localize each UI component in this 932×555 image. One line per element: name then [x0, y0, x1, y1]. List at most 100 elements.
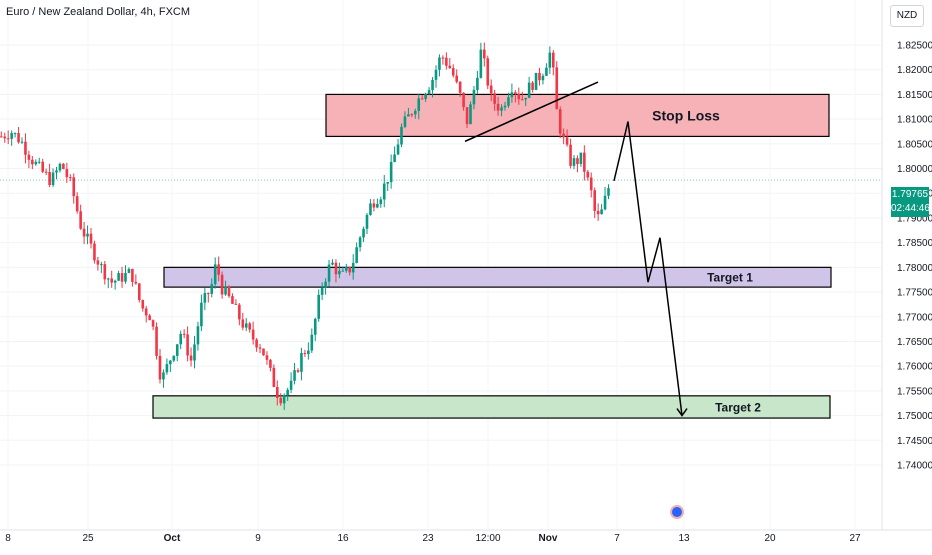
candle-body	[341, 270, 345, 272]
currency-badge[interactable]: NZD	[890, 5, 924, 27]
candle-body	[458, 81, 462, 93]
candle-body	[389, 162, 393, 183]
candle	[265, 351, 269, 365]
candle-body	[34, 161, 38, 165]
candle	[517, 87, 521, 105]
candle-body	[320, 287, 324, 295]
candle-body	[62, 163, 65, 169]
candle	[576, 155, 579, 173]
candle-body	[127, 268, 131, 273]
candle-body	[24, 141, 27, 155]
candle	[489, 79, 493, 101]
candle-body	[514, 92, 517, 95]
candle	[472, 85, 476, 110]
candle	[531, 80, 534, 93]
trendline[interactable]	[464, 81, 599, 143]
candle-body	[348, 266, 352, 273]
candle-body	[31, 159, 34, 165]
candle	[386, 182, 389, 192]
candle	[120, 266, 124, 288]
candle	[234, 299, 238, 305]
y-tick-label: 1.82000	[897, 65, 932, 76]
candle	[227, 285, 231, 298]
candle-body	[496, 103, 500, 111]
candle	[524, 97, 527, 107]
candle	[469, 101, 472, 125]
candle-body	[265, 355, 269, 360]
x-tick-label: 13	[678, 533, 690, 544]
current-price-value: 1.79765	[891, 189, 929, 200]
candle-body	[379, 199, 383, 205]
candle	[403, 111, 407, 129]
candle	[6, 130, 10, 145]
candle	[362, 226, 365, 243]
candle	[514, 90, 517, 103]
candle-body	[448, 65, 452, 69]
candle	[600, 204, 603, 215]
candle-body	[44, 171, 48, 173]
candle	[138, 282, 141, 303]
bar-countdown: 02:44:46	[891, 203, 930, 214]
candle-body	[17, 133, 20, 143]
candle	[307, 342, 310, 360]
candle-body	[158, 355, 162, 380]
candle	[89, 228, 93, 249]
candle-body	[20, 141, 24, 143]
candle-body	[234, 303, 238, 305]
x-tick-label: 23	[422, 533, 434, 544]
candle	[414, 108, 417, 119]
candle	[69, 174, 72, 182]
y-tick-label: 1.74500	[897, 436, 932, 447]
candle-body	[410, 114, 414, 116]
candle-body	[179, 333, 182, 345]
candle-body	[524, 97, 527, 100]
candle-body	[476, 77, 479, 90]
y-tick-label: 1.74000	[897, 461, 932, 472]
projection-path[interactable]	[613, 121, 683, 416]
candle-body	[169, 360, 172, 365]
candle-body	[41, 161, 44, 172]
candle-body	[248, 323, 251, 330]
candle-body	[358, 237, 362, 248]
candle	[503, 101, 507, 111]
candle	[441, 55, 445, 65]
candle-body	[527, 82, 531, 98]
y-tick-label: 1.82500	[897, 41, 932, 52]
candle	[276, 380, 279, 406]
candle-body	[165, 364, 169, 373]
x-axis: 8 25 Oct 9 16 23 12:00 Nov 7 13 20 27	[5, 533, 861, 544]
candle	[455, 69, 458, 84]
candle-body	[279, 397, 283, 404]
candle	[148, 313, 151, 321]
candle	[541, 73, 545, 85]
candle-body	[255, 339, 258, 348]
candle-body	[569, 144, 572, 166]
candle-body	[300, 352, 303, 372]
x-tick-label: 16	[337, 533, 349, 544]
candle-body	[431, 79, 434, 91]
candle	[289, 372, 293, 394]
candle-body	[138, 283, 141, 301]
x-tick-label: 8	[5, 533, 11, 544]
candle	[269, 358, 272, 372]
candle-body	[441, 57, 445, 59]
candle-body	[269, 359, 272, 368]
candle	[31, 156, 34, 170]
zone-3[interactable]	[152, 395, 831, 419]
candle	[13, 132, 17, 138]
candle	[607, 184, 610, 200]
candle-body	[345, 266, 348, 271]
candle-body	[117, 273, 120, 281]
candle-body	[324, 281, 327, 288]
candle	[552, 49, 555, 76]
economic-event-icon[interactable]	[670, 505, 684, 519]
candle	[476, 70, 479, 94]
candle-body	[510, 92, 514, 98]
candle	[117, 270, 120, 281]
candle-body	[486, 58, 490, 86]
zone-1[interactable]	[325, 93, 830, 138]
candle-body	[296, 370, 300, 372]
candle	[507, 92, 510, 108]
